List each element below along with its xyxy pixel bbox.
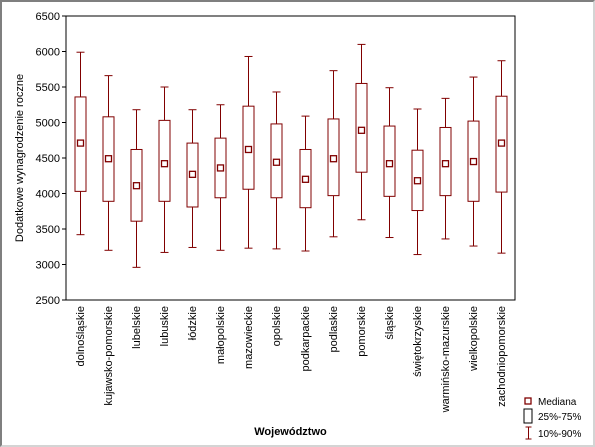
- y-tick-label: 2500: [36, 295, 60, 307]
- box-7: [242, 55, 255, 249]
- y-axis-ticks: 2500 3000 3500 4000 4500 5000 5500 6000 6500: [36, 11, 66, 307]
- x-category-label: świętokrzyskie: [412, 306, 424, 377]
- box-13: [411, 108, 424, 256]
- median-marker: [188, 170, 197, 178]
- box-5: [186, 109, 199, 248]
- legend: Mediana 25%-75% 10%-90%: [523, 397, 581, 440]
- median-marker: [272, 158, 281, 166]
- median-marker: [497, 139, 506, 147]
- median-marker: [160, 160, 169, 168]
- x-category-label: lubelskie: [131, 306, 143, 349]
- box-1: [74, 51, 87, 236]
- median-marker: [329, 155, 338, 163]
- y-tick-label: 6000: [36, 47, 60, 59]
- box-3: [130, 109, 143, 268]
- median-marker: [385, 160, 394, 168]
- box-11: [355, 43, 368, 221]
- x-axis-title: Województwo: [254, 426, 327, 438]
- y-tick-label: 4000: [36, 189, 60, 201]
- x-category-label: warmińsko-mazurskie: [440, 306, 452, 413]
- y-tick-label: 6500: [36, 11, 60, 23]
- y-tick-label: 3500: [36, 224, 60, 236]
- box-9: [299, 115, 312, 252]
- median-marker: [469, 157, 478, 166]
- box-14: [439, 97, 452, 240]
- x-category-label: mazowieckie: [243, 306, 255, 369]
- x-category-label: kujawsko-pomorskie: [103, 306, 115, 406]
- x-axis-category-labels: dolnośląskie kujawsko-pomorskie lubelskie l…: [75, 306, 508, 413]
- box-10: [327, 70, 340, 238]
- x-category-label: podlaskie: [328, 306, 340, 352]
- box-2: [102, 75, 115, 251]
- box-15: [467, 76, 480, 247]
- x-category-label: pomorskie: [356, 306, 368, 357]
- y-tick-label: 5500: [36, 82, 60, 94]
- median-marker: [413, 177, 422, 185]
- legend-whisker-label: 10%-90%: [538, 429, 581, 440]
- boxes-layer: [74, 43, 508, 268]
- box-12: [383, 87, 396, 239]
- median-marker: [216, 164, 225, 172]
- median-marker: [357, 126, 366, 134]
- x-category-label: dolnośląskie: [75, 306, 87, 367]
- legend-whisker-marker: [525, 426, 532, 440]
- box-16: [495, 60, 508, 254]
- box-6: [214, 104, 227, 251]
- x-category-label: podkarpackie: [300, 306, 312, 371]
- y-tick-label: 3000: [36, 260, 60, 272]
- median-marker: [132, 182, 141, 190]
- legend-median-marker: [524, 397, 532, 405]
- x-category-label: łódzkie: [187, 306, 199, 340]
- x-category-label: lubuskie: [159, 306, 171, 346]
- legend-box-marker: [523, 408, 533, 424]
- y-tick-label: 4500: [36, 153, 60, 165]
- y-axis-title: Dodatkowe wynagrodzenie roczne: [14, 74, 26, 242]
- box-4: [158, 86, 171, 253]
- legend-median-label: Mediana: [538, 397, 577, 408]
- median-marker: [301, 175, 310, 183]
- median-marker: [244, 145, 253, 154]
- legend-box-label: 25%-75%: [538, 412, 581, 423]
- x-category-label: małopolskie: [215, 306, 227, 364]
- median-marker: [104, 155, 113, 163]
- median-marker: [76, 139, 85, 147]
- box-8: [270, 91, 283, 250]
- x-category-label: wielkopolskie: [468, 306, 480, 372]
- y-tick-label: 5000: [36, 118, 60, 130]
- x-category-label: zachodniopomorskie: [496, 306, 508, 407]
- x-category-label: śląskie: [384, 306, 396, 340]
- x-category-label: opolskie: [271, 306, 283, 346]
- median-marker: [441, 160, 450, 168]
